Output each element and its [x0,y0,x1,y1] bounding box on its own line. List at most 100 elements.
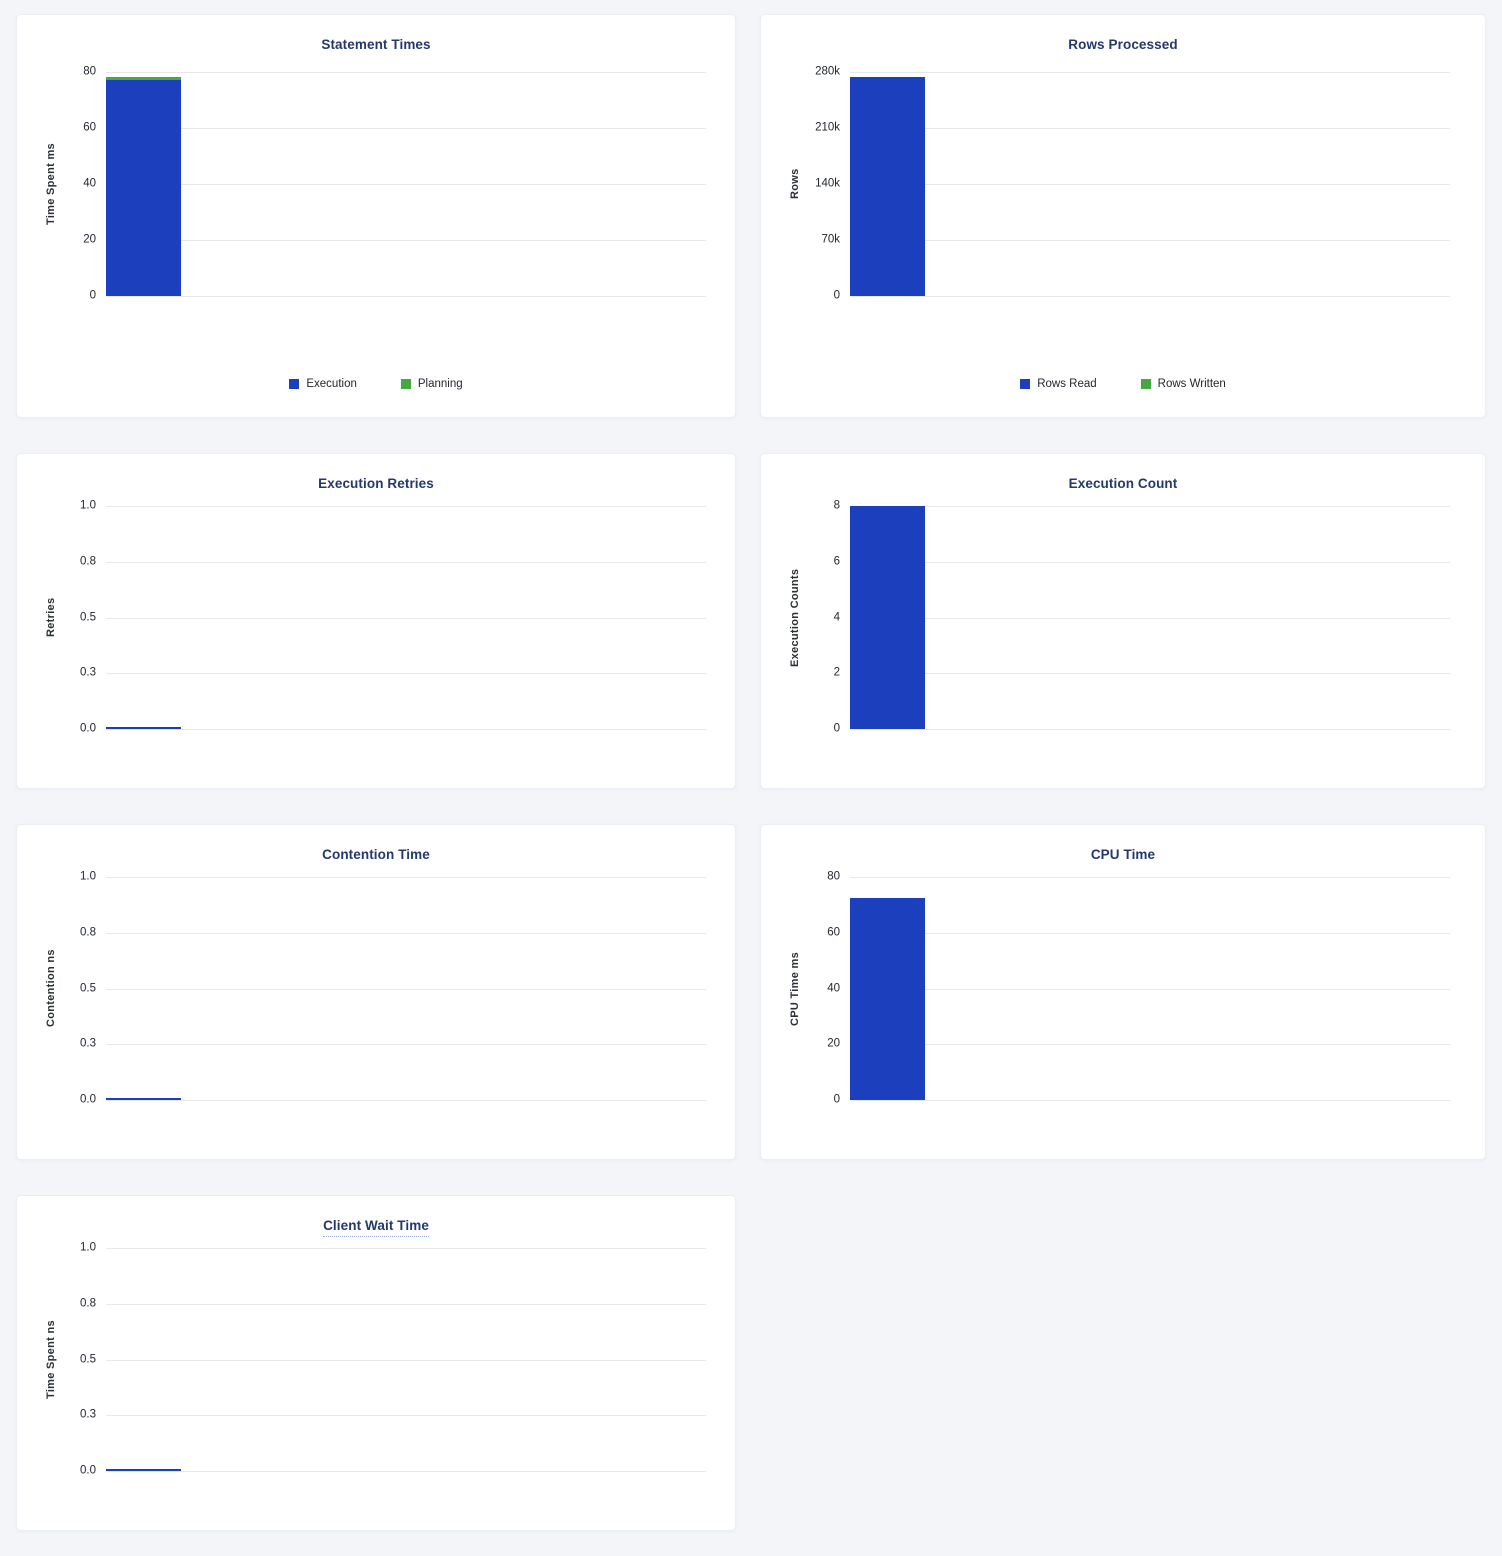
y-tick-label: 0.0 [80,1093,96,1106]
y-tick-label: 0.5 [80,1352,96,1365]
chart-panel-execution-count: Execution Count Execution Counts 8 6 4 2 0 [760,453,1486,789]
gridline [850,877,1450,878]
chart-title: CPU Time [761,847,1485,862]
gridline [850,1100,1450,1101]
chart-title: Execution Count [761,476,1485,491]
gridline [850,617,1450,619]
y-tick-label: 1.0 [80,1241,96,1254]
bar-segment-contention [106,1098,181,1100]
chart-legend: Rows Read Rows Written [761,378,1485,390]
chart-plot-area: CPU Time ms 80 60 40 20 0 [789,871,1450,1105]
legend-label: Rows Read [1037,378,1097,390]
chart-title-text: Contention Time [322,847,430,862]
chart-title: Contention Time [17,847,735,862]
gridline [106,506,706,507]
y-tick-label: 280k [815,65,840,78]
gridline [850,988,1450,990]
legend-item: Rows Written [1140,378,1226,390]
chart-title-text: CPU Time [1090,847,1156,862]
y-tick-label: 60 [827,926,840,938]
y-tick-label: 1.0 [80,870,96,883]
gridline [106,1248,706,1249]
legend-swatch-execution [289,379,300,389]
chart-plot-area: Rows 280k 210k 140k 70k 0 [789,66,1450,301]
y-tick-label: 1.0 [80,499,96,512]
y-tick-label: 0 [833,722,840,735]
gridline [850,506,1450,507]
legend-label: Rows Written [1157,378,1226,390]
gridline [850,72,1450,73]
chart-title: Client Wait Time [17,1218,735,1237]
chart-title-text: Rows Processed [1068,37,1178,52]
gridline [106,1044,706,1046]
legend-label: Execution [306,378,357,390]
y-tick-label: 0.3 [80,666,96,679]
legend-label: Planning [417,378,463,390]
chart-title-text[interactable]: Client Wait Time [323,1218,429,1237]
gridline [106,1415,706,1417]
y-tick-label: 210k [815,121,840,134]
legend-item: Execution [289,378,357,390]
y-tick-label: 40 [827,981,840,994]
y-tick-label: 20 [827,1037,840,1050]
gridline [106,729,706,730]
legend-swatch-rows-read [1020,379,1031,389]
y-tick-label: 2 [833,666,840,679]
chart-plot-area: Retries 1.0 0.8 0.5 0.3 0.0 [45,500,706,734]
bar-segment-cpu-time [850,898,925,1100]
chart-title: Rows Processed [761,37,1485,52]
bar-segment-retries [106,727,181,729]
chart-plot-area: Execution Counts 8 6 4 2 0 [789,500,1450,734]
y-tick-label: 0.0 [80,722,96,735]
y-tick-label: 4 [833,610,840,623]
bar [850,77,925,296]
bar-segment-client-wait [106,1469,181,1471]
gridline [850,1044,1450,1046]
gridline [106,988,706,990]
chart-plot-area: Time Spent ns 1.0 0.8 0.5 0.3 0.0 [45,1242,706,1476]
gridline [106,673,706,675]
y-tick-label: 0.5 [80,981,96,994]
legend-swatch-rows-written [1140,379,1151,389]
bar [106,727,181,729]
gridline [850,296,1450,297]
gridline [850,128,1450,129]
y-tick-label: 0.8 [80,1297,96,1309]
y-tick-label: 0.3 [80,1037,96,1050]
y-tick-label: 40 [83,177,96,190]
gridline [106,128,706,129]
gridline [106,877,706,878]
y-tick-label: 70k [821,233,840,246]
chart-panel-client-wait-time: Client Wait Time Time Spent ns 1.0 0.8 0.5 0… [16,1195,736,1531]
gridline [850,184,1450,185]
bar [850,898,925,1100]
y-tick-label: 0 [833,1093,840,1106]
y-tick-label: 0 [89,289,96,302]
y-tick-label: 0.8 [80,555,96,567]
y-tick-label: 8 [833,499,840,512]
bar [106,1098,181,1100]
gridline [106,1359,706,1361]
gridline [106,617,706,619]
gridline [106,240,706,241]
y-tick-label: 0.5 [80,610,96,623]
y-tick-label: 60 [83,121,96,134]
gridline [106,1303,706,1305]
gridline [850,240,1450,241]
gridline [106,561,706,563]
gridline [850,561,1450,563]
chart-plot-area: Time Spent ms 80 60 40 20 0 [45,66,706,301]
gridline [106,184,706,185]
chart-panel-rows-processed: Rows Processed Rows 280k 210k 140k 70k 0 Rows… [760,14,1486,418]
chart-title: Execution Retries [17,476,735,491]
gridline [106,296,706,297]
legend-item: Planning [400,378,463,390]
bar [850,506,925,729]
y-tick-label: 6 [833,555,840,567]
bar-segment-execution-count [850,506,925,729]
y-tick-label: 0.3 [80,1408,96,1421]
legend-item: Rows Read [1020,378,1097,390]
chart-panel-contention-time: Contention Time Contention ns 1.0 0.8 0.5 0.… [16,824,736,1160]
chart-title: Statement Times [17,37,735,52]
